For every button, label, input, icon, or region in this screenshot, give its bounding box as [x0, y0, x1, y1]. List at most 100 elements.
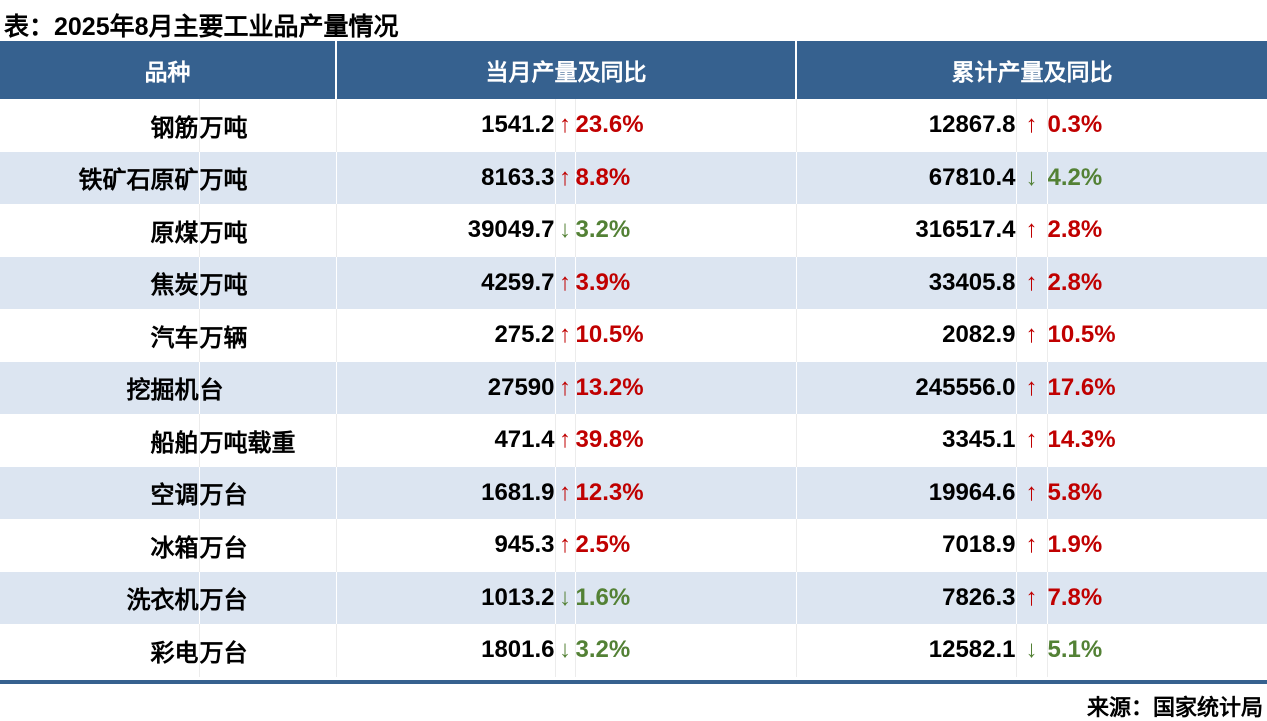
product-name: 铁矿石原矿 — [0, 151, 200, 204]
month-value: 1681.9 — [336, 466, 556, 519]
trend-arrow-icon: ↑ — [1016, 256, 1048, 309]
trend-arrow-icon: ↑ — [1016, 519, 1048, 572]
trend-arrow-icon: ↑ — [1016, 309, 1048, 362]
trend-arrow-icon: ↓ — [555, 624, 576, 677]
cum-value: 12867.8 — [796, 99, 1017, 152]
table-row: 彩电 万台 1801.6 ↓ 3.2% 12582.1 ↓ 5.1% — [0, 624, 1267, 677]
cum-value: 245556.0 — [796, 361, 1017, 414]
cum-value: 7826.3 — [796, 571, 1017, 624]
month-yoy: 2.5% — [575, 519, 797, 572]
source-caption: 来源：国家统计局 — [1086, 694, 1263, 720]
table-row: 挖掘机 台 27590 ↑ 13.2% 245556.0 ↑ 17.6% — [0, 361, 1267, 414]
trend-arrow-icon: ↑ — [555, 466, 576, 519]
divider-rule — [0, 679, 1267, 684]
cum-yoy: 1.9% — [1047, 531, 1103, 559]
cum-yoy: 5.1% — [1047, 636, 1103, 664]
table-row: 原煤 万吨 39049.7 ↓ 3.2% 316517.4 ↑ 2.8% — [0, 204, 1267, 257]
product-unit: 万台 — [199, 624, 337, 677]
cum-yoy: 17.6% — [1047, 373, 1116, 401]
trend-arrow-icon: ↓ — [555, 204, 576, 257]
product-unit: 万台 — [199, 466, 337, 519]
product-name: 洗衣机 — [0, 571, 200, 624]
cum-yoy: 7.8% — [1047, 583, 1103, 611]
trend-arrow-icon: ↑ — [555, 361, 576, 414]
trend-arrow-icon: ↑ — [1016, 414, 1048, 467]
product-name: 挖掘机 — [0, 361, 200, 414]
table-row: 铁矿石原矿 万吨 8163.3 ↑ 8.8% 67810.4 ↓ 4.2% — [0, 151, 1267, 204]
trend-arrow-icon: ↑ — [1016, 361, 1048, 414]
production-table: 品种 当月产量及同比 累计产量及同比 钢筋 万吨 1541.2 ↑ 23.6% … — [0, 41, 1267, 677]
cum-yoy: 14.3% — [1047, 426, 1116, 454]
month-value: 275.2 — [336, 309, 556, 362]
month-yoy: 8.8% — [575, 151, 797, 204]
month-yoy: 1.6% — [575, 571, 797, 624]
table-body: 钢筋 万吨 1541.2 ↑ 23.6% 12867.8 ↑ 0.3% 铁矿石原… — [0, 99, 1267, 677]
col-header-cumulative: 累计产量及同比 — [796, 41, 1267, 99]
trend-arrow-icon: ↑ — [555, 309, 576, 362]
trend-arrow-icon: ↑ — [555, 519, 576, 572]
product-unit: 万台 — [199, 571, 337, 624]
trend-arrow-icon: ↑ — [555, 256, 576, 309]
product-name: 汽车 — [0, 309, 200, 362]
product-name: 原煤 — [0, 204, 200, 257]
product-name: 空调 — [0, 466, 200, 519]
month-yoy: 13.2% — [575, 361, 797, 414]
cum-value: 19964.6 — [796, 466, 1017, 519]
trend-arrow-icon: ↑ — [555, 99, 576, 152]
product-unit: 万台 — [199, 519, 337, 572]
cum-yoy: 10.5% — [1047, 321, 1116, 349]
month-yoy: 3.9% — [575, 256, 797, 309]
month-yoy: 12.3% — [575, 466, 797, 519]
month-value: 1801.6 — [336, 624, 556, 677]
product-unit: 万吨 — [199, 256, 337, 309]
trend-arrow-icon: ↑ — [1016, 99, 1048, 152]
product-name: 彩电 — [0, 624, 200, 677]
product-name: 冰箱 — [0, 519, 200, 572]
cum-yoy: 4.2% — [1047, 163, 1103, 191]
cum-value: 3345.1 — [796, 414, 1017, 467]
table-row: 钢筋 万吨 1541.2 ↑ 23.6% 12867.8 ↑ 0.3% — [0, 99, 1267, 152]
trend-arrow-icon: ↓ — [1016, 151, 1048, 204]
table-row: 焦炭 万吨 4259.7 ↑ 3.9% 33405.8 ↑ 2.8% — [0, 256, 1267, 309]
month-value: 471.4 — [336, 414, 556, 467]
table-row: 冰箱 万台 945.3 ↑ 2.5% 7018.9 ↑ 1.9% — [0, 519, 1267, 572]
month-yoy: 23.6% — [575, 99, 797, 152]
trend-arrow-icon: ↑ — [555, 151, 576, 204]
month-value: 1541.2 — [336, 99, 556, 152]
month-value: 4259.7 — [336, 256, 556, 309]
col-header-monthly: 当月产量及同比 — [336, 41, 798, 99]
table-row: 船舶 万吨载重 471.4 ↑ 39.8% 3345.1 ↑ 14.3% — [0, 414, 1267, 467]
trend-arrow-icon: ↑ — [555, 414, 576, 467]
table-row: 汽车 万辆 275.2 ↑ 10.5% 2082.9 ↑ 10.5% — [0, 309, 1267, 362]
month-value: 945.3 — [336, 519, 556, 572]
cum-yoy: 0.3% — [1047, 111, 1103, 139]
month-value: 27590 — [336, 361, 556, 414]
cum-value: 67810.4 — [796, 151, 1017, 204]
product-unit: 万吨 — [199, 99, 337, 152]
product-unit: 万吨 — [199, 151, 337, 204]
product-name: 钢筋 — [0, 99, 200, 152]
trend-arrow-icon: ↑ — [1016, 466, 1048, 519]
cum-value: 33405.8 — [796, 256, 1017, 309]
month-value: 39049.7 — [336, 204, 556, 257]
month-value: 8163.3 — [336, 151, 556, 204]
col-header-product: 品种 — [0, 41, 337, 99]
cum-yoy: 2.8% — [1047, 216, 1103, 244]
cum-value: 316517.4 — [796, 204, 1017, 257]
month-yoy: 3.2% — [575, 624, 797, 677]
month-yoy: 3.2% — [575, 204, 797, 257]
table-title: 表：2025年8月主要工业品产量情况 — [4, 13, 399, 41]
table-header: 品种 当月产量及同比 累计产量及同比 — [0, 41, 1267, 99]
cum-yoy: 2.8% — [1047, 268, 1103, 296]
table-row: 洗衣机 万台 1013.2 ↓ 1.6% 7826.3 ↑ 7.8% — [0, 571, 1267, 624]
header-row: 品种 当月产量及同比 累计产量及同比 — [0, 41, 1267, 99]
cum-value: 12582.1 — [796, 624, 1017, 677]
trend-arrow-icon: ↓ — [555, 571, 576, 624]
month-yoy: 39.8% — [575, 414, 797, 467]
trend-arrow-icon: ↓ — [1016, 624, 1048, 677]
trend-arrow-icon: ↑ — [1016, 571, 1048, 624]
cum-value: 7018.9 — [796, 519, 1017, 572]
cum-yoy: 5.8% — [1047, 478, 1103, 506]
product-unit: 万辆 — [199, 309, 337, 362]
product-unit: 万吨载重 — [199, 414, 337, 467]
